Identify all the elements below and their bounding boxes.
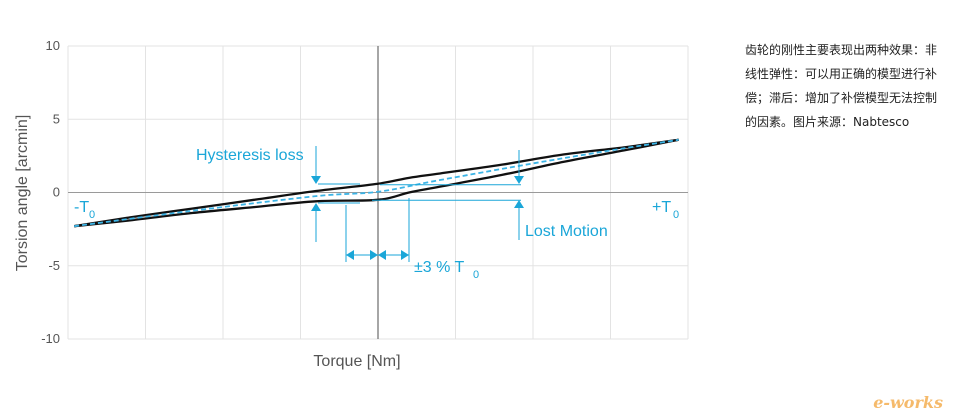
curves bbox=[74, 138, 679, 228]
positive-t0-subscript: 0 bbox=[673, 209, 679, 221]
figure-caption: 齿轮的刚性主要表现出两种效果：非线性弹性：可以用正确的模型进行补偿；滞后：增加了… bbox=[745, 43, 938, 129]
series-unloading-curve bbox=[74, 138, 679, 228]
tolerance-label-subscript: 0 bbox=[473, 269, 479, 281]
y-tick-label: 5 bbox=[53, 111, 60, 126]
grid bbox=[67, 45, 689, 340]
tolerance-arrowhead-center-right bbox=[378, 250, 386, 260]
lost-motion-label: Lost Motion bbox=[525, 223, 608, 240]
hysteresis-arrowhead-down bbox=[311, 176, 321, 184]
series-loading-curve bbox=[74, 138, 679, 228]
y-axis-title: Torsion angle [arcmin] bbox=[14, 115, 31, 272]
tolerance-label: ±3 % T bbox=[414, 259, 465, 276]
hysteresis-arrowhead-up bbox=[311, 203, 321, 211]
lost-motion-arrowhead-up bbox=[514, 200, 524, 208]
negative-t0-label: -T bbox=[74, 199, 89, 216]
series-mean-curve bbox=[74, 138, 679, 228]
x-axis-title: Torque [Nm] bbox=[313, 353, 400, 370]
tolerance-arrowhead-right bbox=[401, 250, 409, 260]
hysteresis-loss-label: Hysteresis loss bbox=[196, 147, 304, 164]
y-tick-label: -5 bbox=[48, 258, 60, 273]
y-tick-label: 10 bbox=[46, 38, 60, 53]
tolerance-arrowhead-left bbox=[346, 250, 354, 260]
y-tick-labels: 10 5 0 -5 -10 bbox=[41, 38, 60, 346]
lost-motion-arrowhead-down bbox=[514, 176, 524, 184]
positive-t0-label: +T bbox=[652, 199, 671, 216]
y-tick-label: -10 bbox=[41, 331, 60, 346]
y-tick-label: 0 bbox=[53, 185, 60, 200]
tolerance-arrowhead-center-left bbox=[370, 250, 378, 260]
negative-t0-subscript: 0 bbox=[89, 209, 95, 221]
watermark-logo: e-works bbox=[873, 393, 943, 412]
